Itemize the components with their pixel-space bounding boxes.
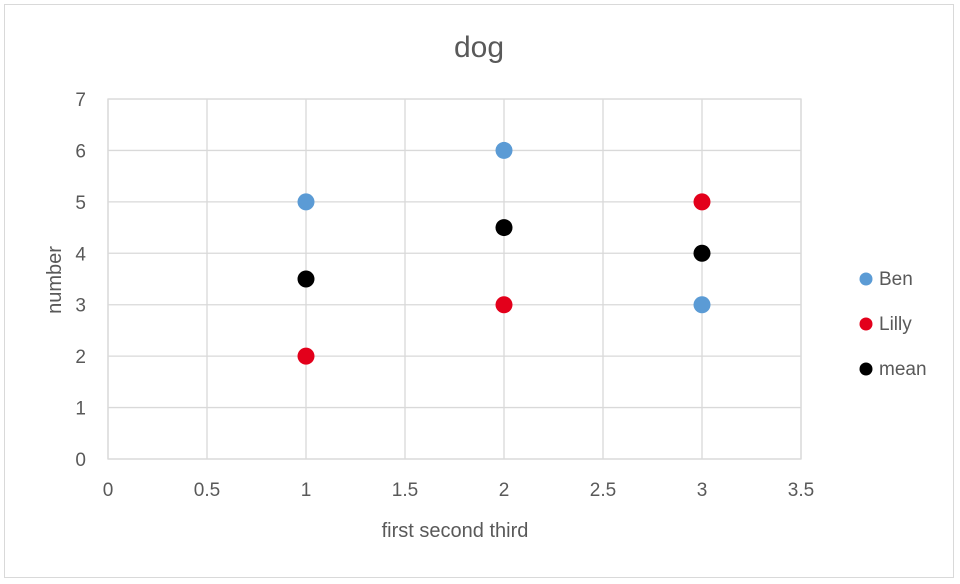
chart-title: dog (454, 31, 504, 64)
point-ben (297, 193, 315, 211)
legend-label-lilly: Lilly (879, 314, 912, 335)
point-mean (297, 270, 315, 288)
x-tick-label: 3 (697, 480, 708, 501)
y-tick-label: 3 (75, 296, 86, 317)
x-tick-label: 3.5 (788, 480, 814, 501)
y-tick-label: 2 (75, 347, 86, 368)
point-ben (693, 296, 711, 314)
x-tick-label: 2.5 (590, 480, 616, 501)
x-tick-label: 0.5 (194, 480, 220, 501)
legend-label-mean: mean (879, 359, 927, 380)
y-tick-label: 4 (75, 244, 86, 265)
x-tick-label: 0 (103, 480, 114, 501)
x-tick-label: 1 (301, 480, 312, 501)
point-lilly (495, 296, 513, 314)
legend-marker-lilly (859, 317, 873, 331)
y-tick-label: 0 (75, 450, 86, 471)
y-tick-labels: 0 1 2 3 4 5 6 7 (75, 90, 86, 471)
y-tick-label: 1 (75, 399, 86, 420)
point-mean (495, 219, 513, 237)
x-tick-label: 1.5 (392, 480, 418, 501)
y-tick-label: 6 (75, 141, 86, 162)
point-mean (693, 244, 711, 262)
chart-frame (4, 4, 954, 578)
y-tick-label: 7 (75, 90, 86, 111)
y-tick-label: 5 (75, 193, 86, 214)
grid (107, 98, 802, 460)
legend-marker-mean (859, 362, 873, 376)
point-ben (495, 141, 513, 159)
data-points (297, 141, 711, 365)
x-tick-label: 2 (499, 480, 510, 501)
legend: Ben Lilly mean (859, 269, 927, 380)
point-lilly (693, 193, 711, 211)
x-axis-title: first second third (382, 520, 529, 542)
x-tick-labels: 0 0.5 1 1.5 2 2.5 3 3.5 (103, 480, 815, 501)
point-lilly (297, 347, 315, 365)
legend-marker-ben (859, 272, 873, 286)
legend-label-ben: Ben (879, 269, 913, 290)
plot-area (107, 98, 802, 460)
y-axis-title: number (44, 246, 66, 314)
